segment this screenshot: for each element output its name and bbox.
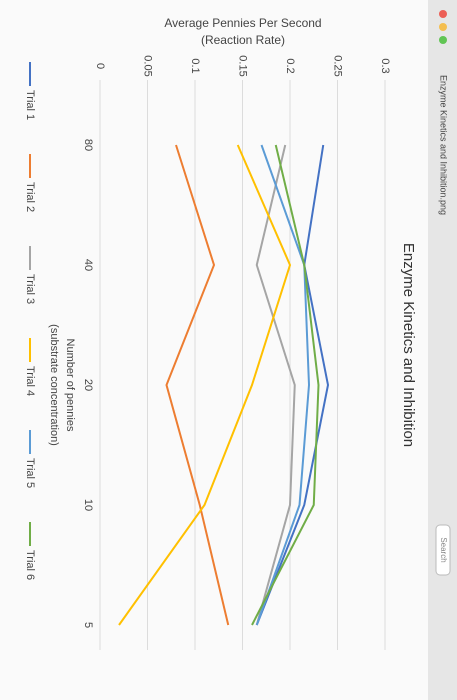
minimize-button[interactable]: [439, 23, 447, 31]
x-tick-label: 10: [82, 499, 94, 511]
legend-label: Trial 2: [24, 182, 36, 212]
y-tick-label: 0.3: [379, 58, 391, 73]
chart-title: Enzyme Kinetics and Inhibition: [400, 243, 417, 447]
y-tick-label: 0.1: [189, 58, 201, 73]
y-axis-title: (Reaction Rate): [201, 33, 285, 47]
zoom-button[interactable]: [439, 36, 447, 44]
y-tick-label: 0: [94, 63, 106, 69]
y-tick-label: 0.05: [142, 55, 154, 76]
y-tick-label: 0.2: [284, 58, 296, 73]
series-line: [251, 144, 320, 626]
chart: Enzyme Kinetics and Inhibition Average Pe…: [24, 16, 417, 650]
series-line: [255, 144, 330, 626]
search-placeholder: Search: [439, 537, 448, 562]
series-line: [165, 144, 230, 626]
x-tick-label: 40: [82, 259, 94, 271]
series-line: [255, 144, 296, 626]
legend-label: Trial 3: [24, 274, 36, 304]
legend-label: Trial 6: [24, 550, 36, 580]
legend-label: Trial 1: [24, 90, 36, 120]
x-tick-label: 80: [82, 139, 94, 151]
x-tick-label: 5: [82, 622, 94, 628]
x-tick-label: 20: [82, 379, 94, 391]
title-bar: [428, 0, 457, 700]
y-tick-label: 0.25: [332, 55, 344, 76]
window-title: Enzyme Kinetics and Inhibition.png: [439, 75, 449, 215]
close-button[interactable]: [439, 10, 447, 18]
x-axis-title: Number of pennies: [64, 339, 76, 432]
legend-label: Trial 5: [24, 458, 36, 488]
search-field[interactable]: [435, 524, 451, 576]
legend-label: Trial 4: [24, 366, 36, 396]
y-axis-title: Average Pennies Per Second: [164, 16, 321, 30]
x-axis-title: (substrate concentration): [48, 324, 60, 446]
y-tick-label: 0.15: [237, 55, 249, 76]
series-line: [118, 144, 292, 626]
series-line: [255, 144, 311, 626]
